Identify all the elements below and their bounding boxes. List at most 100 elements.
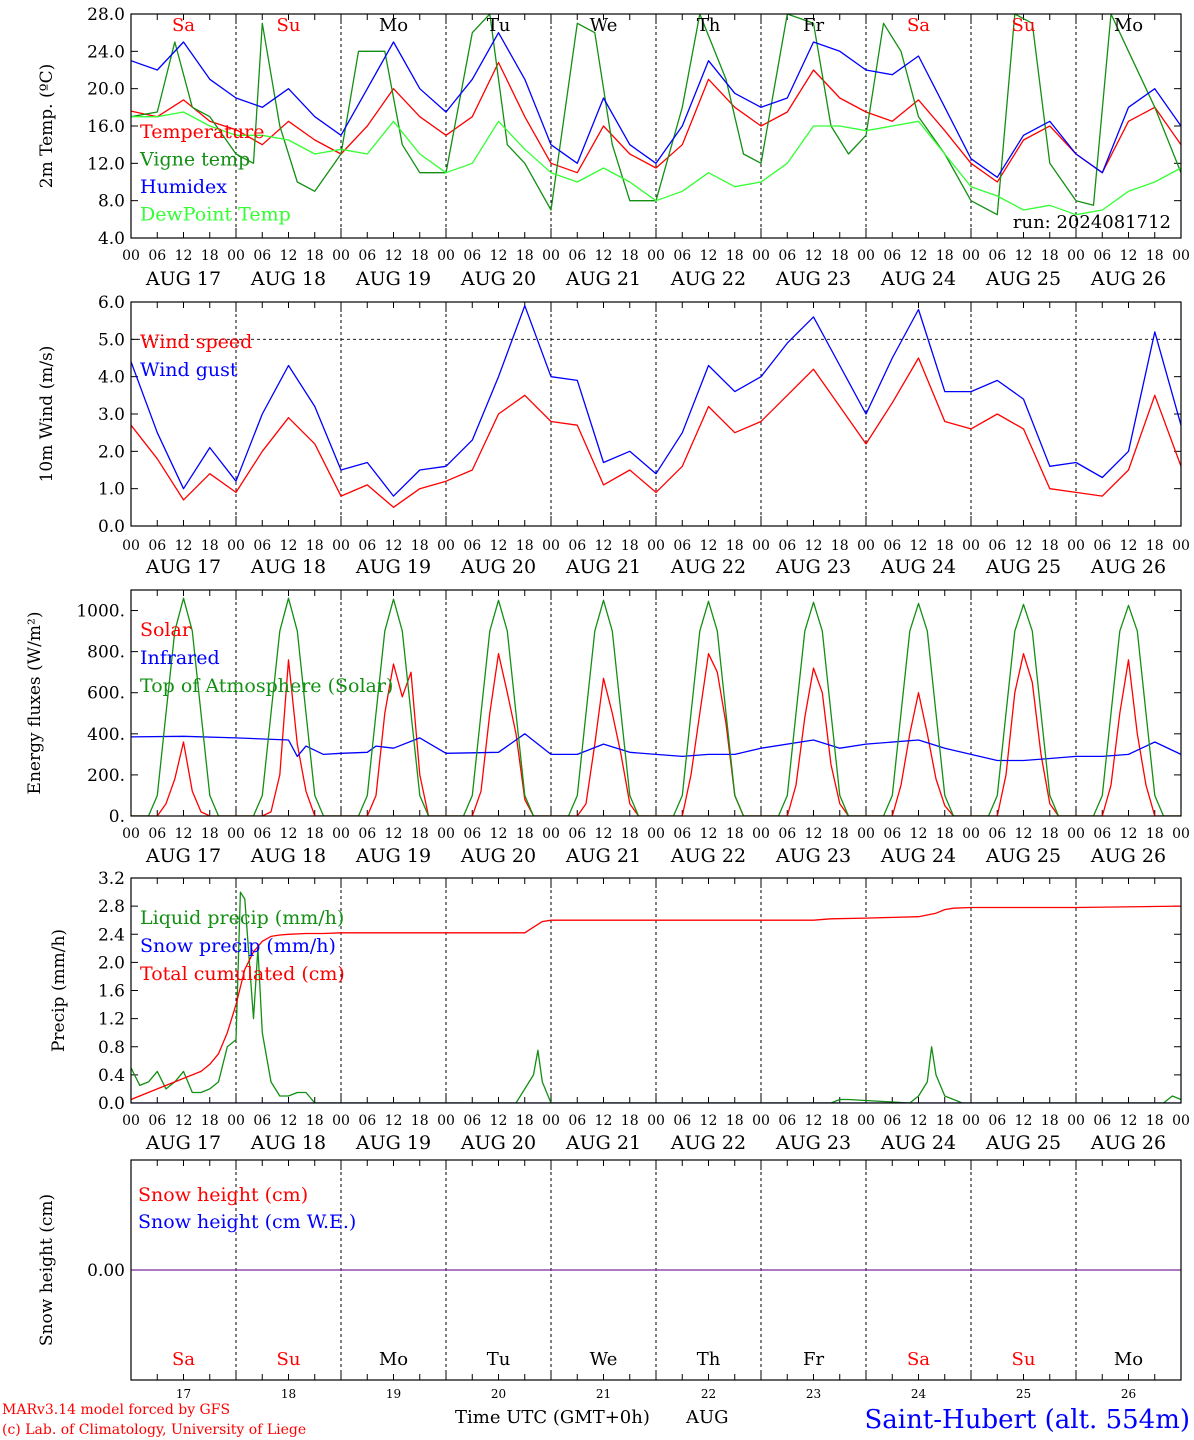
- hour-tick-label: 12: [1120, 1113, 1138, 1129]
- y-tick-label: 600.: [87, 684, 125, 704]
- hour-tick-label: 12: [280, 826, 298, 842]
- legend-snow-height-cm-: Snow height (cm): [138, 1184, 308, 1206]
- date-label: AUG 17: [145, 845, 221, 867]
- legend-solar: Solar: [140, 619, 192, 641]
- hour-tick-label: 06: [148, 1113, 166, 1129]
- y-tick-label: 0.0: [98, 1094, 125, 1114]
- hour-tick-label: 00: [542, 538, 560, 554]
- legend-total-cumulated-cm-: Total cumulated (cm): [140, 963, 345, 985]
- series-wind-gust: [131, 305, 1181, 497]
- legend-vigne-temp: Vigne temp: [139, 149, 250, 171]
- hour-tick-label: 18: [621, 826, 639, 842]
- hour-tick-label: 00: [332, 826, 350, 842]
- legend-top-of-atmosphere-solar-: Top of Atmosphere (Solar): [140, 675, 393, 697]
- hour-tick-label: 00: [437, 1113, 455, 1129]
- y-tick-label: 1.2: [98, 1010, 125, 1030]
- panel-5: 0.00 Snow height (cm) Snow height (cm) Snow…: [37, 1159, 1182, 1381]
- hour-tick-label: 00: [857, 248, 875, 264]
- legend-humidex: Humidex: [140, 176, 227, 198]
- hour-tick-label: 00: [332, 248, 350, 264]
- hour-tick-label: 06: [568, 248, 586, 264]
- hour-tick-label: 06: [673, 248, 691, 264]
- hour-tick-label: 12: [910, 538, 928, 554]
- hour-tick-label: 00: [332, 538, 350, 554]
- hour-tick-label: 12: [490, 538, 508, 554]
- date-label: AUG 21: [565, 268, 641, 290]
- y-tick-label: 0.: [109, 807, 125, 827]
- hour-tick-label: 18: [411, 826, 429, 842]
- bottom-axis-title: Time UTC (GMT+0h): [455, 1407, 650, 1428]
- hour-tick-label: 06: [778, 248, 796, 264]
- series-liquid-precip-mm-h-: [131, 891, 1181, 1103]
- date-label: AUG 21: [565, 1132, 641, 1154]
- hour-tick-label: 00: [122, 1113, 140, 1129]
- hour-tick-label: 06: [148, 248, 166, 264]
- hour-tick-label: 06: [883, 1113, 901, 1129]
- date-label: AUG 26: [1090, 1132, 1166, 1154]
- hour-tick-label: 06: [778, 1113, 796, 1129]
- day-number: 19: [386, 1387, 401, 1401]
- hour-tick-label: 06: [253, 248, 271, 264]
- y-tick-label: 1.0: [98, 480, 125, 500]
- bottom-axis-month: AUG: [685, 1407, 729, 1428]
- hour-tick-label: 00: [962, 538, 980, 554]
- date-label: AUG 26: [1090, 556, 1166, 578]
- date-label: AUG 25: [985, 845, 1061, 867]
- weekday-label-top: Fr: [803, 15, 824, 36]
- y-tick-label: 16.0: [87, 117, 125, 137]
- date-label: AUG 25: [985, 268, 1061, 290]
- hour-tick-label: 18: [201, 1113, 219, 1129]
- day-number: 18: [281, 1387, 296, 1401]
- hour-tick-label: 00: [857, 826, 875, 842]
- series-solar: [131, 653, 1181, 816]
- footer: MARv3.14 model forced by GFS (c) Lab. of…: [2, 1402, 1190, 1438]
- weekday-label-bottom: Mo: [1114, 1349, 1143, 1370]
- y-tick-label: 200.: [87, 766, 125, 786]
- hour-tick-label: 00: [332, 1113, 350, 1129]
- hour-tick-label: 12: [385, 1113, 403, 1129]
- hour-tick-label: 00: [752, 1113, 770, 1129]
- weekday-label-top: Tu: [487, 15, 511, 36]
- date-label: AUG 17: [145, 268, 221, 290]
- hour-tick-label: 06: [883, 826, 901, 842]
- weekday-label-top: We: [590, 15, 618, 36]
- hour-tick-label: 06: [463, 1113, 481, 1129]
- date-label: AUG 24: [880, 845, 956, 867]
- date-label: AUG 19: [355, 1132, 431, 1154]
- plot-frame: [130, 13, 1182, 239]
- series-dewpoint-temp: [131, 111, 1181, 216]
- hour-tick-label: 00: [1172, 826, 1190, 842]
- plot-frame: [130, 877, 1182, 1104]
- hour-tick-label: 12: [280, 248, 298, 264]
- hour-tick-label: 12: [595, 538, 613, 554]
- hour-tick-label: 00: [1172, 248, 1190, 264]
- y-tick-label: 0.0: [98, 517, 125, 537]
- hour-tick-label: 06: [463, 248, 481, 264]
- y-tick-label: 2.8: [98, 897, 125, 917]
- hour-tick-label: 06: [778, 826, 796, 842]
- y-tick-label: 8.0: [98, 192, 125, 212]
- date-label: AUG 26: [1090, 268, 1166, 290]
- hour-tick-label: 12: [490, 1113, 508, 1129]
- hour-tick-label: 18: [516, 826, 534, 842]
- hour-tick-label: 12: [910, 826, 928, 842]
- y-tick-label: 0.4: [98, 1066, 125, 1086]
- legend-temperature: Temperature: [140, 121, 264, 143]
- hour-tick-label: 06: [463, 826, 481, 842]
- legend-snow-precip-mm-h-: Snow precip (mm/h): [140, 935, 336, 957]
- plot-frame: [130, 301, 1182, 527]
- hour-tick-label: 18: [726, 538, 744, 554]
- y-axis-title: Snow height (cm): [37, 1194, 57, 1346]
- legend-wind-gust: Wind gust: [140, 359, 238, 381]
- y-tick-label: 12.0: [87, 154, 125, 174]
- day-number: 17: [176, 1387, 191, 1401]
- hour-tick-label: 00: [122, 538, 140, 554]
- hour-tick-label: 00: [227, 248, 245, 264]
- y-tick-label: 3.0: [98, 405, 125, 425]
- date-label: AUG 19: [355, 845, 431, 867]
- day-number: 23: [806, 1387, 821, 1401]
- hour-tick-label: 18: [1041, 826, 1059, 842]
- hour-tick-label: 12: [280, 538, 298, 554]
- hour-tick-label: 00: [437, 826, 455, 842]
- hour-tick-label: 12: [700, 826, 718, 842]
